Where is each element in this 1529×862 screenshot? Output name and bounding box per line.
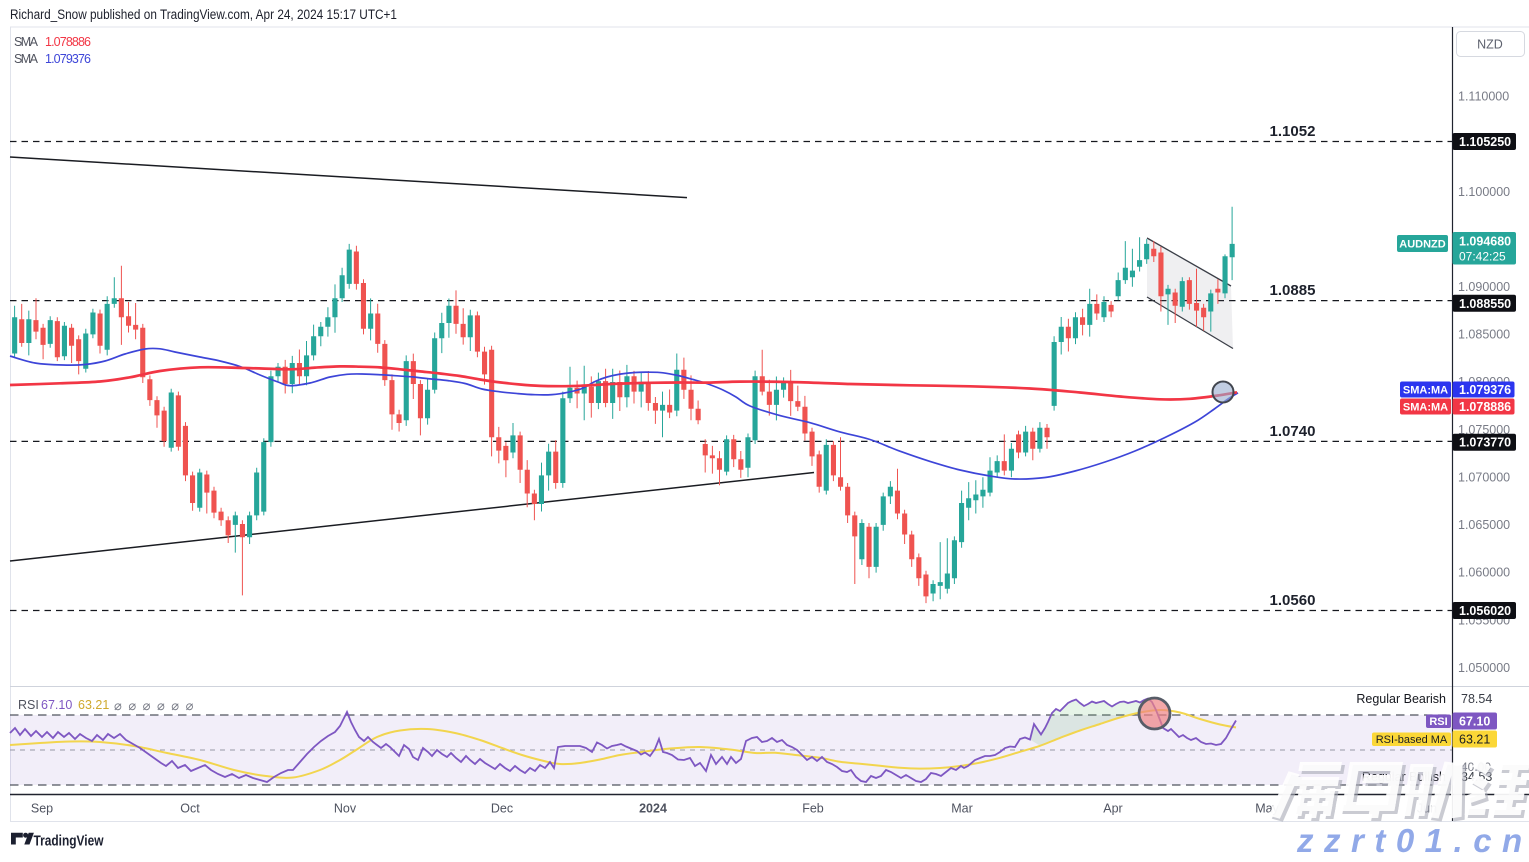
svg-text:1.050000: 1.050000 xyxy=(1458,661,1510,675)
svg-text:Dec: Dec xyxy=(491,802,513,816)
svg-text:SMA: SMA xyxy=(14,35,39,49)
svg-text:1.088550: 1.088550 xyxy=(1459,297,1511,311)
svg-text:1.100000: 1.100000 xyxy=(1458,185,1510,199)
svg-text:Sep: Sep xyxy=(31,802,53,816)
svg-text:NZD: NZD xyxy=(1477,38,1503,52)
svg-text:1.110000: 1.110000 xyxy=(1458,90,1509,104)
svg-text:1.0560: 1.0560 xyxy=(1270,592,1316,609)
svg-text:1.085000: 1.085000 xyxy=(1458,328,1510,342)
svg-text:1.078886: 1.078886 xyxy=(1459,400,1511,414)
svg-text:Feb: Feb xyxy=(802,802,824,816)
svg-text:SMA:MA: SMA:MA xyxy=(1403,402,1448,414)
svg-text:TradingView: TradingView xyxy=(34,833,104,850)
svg-text:1.090000: 1.090000 xyxy=(1458,280,1510,294)
svg-text:AUDNZD: AUDNZD xyxy=(1399,239,1445,251)
svg-text:1.0740: 1.0740 xyxy=(1270,423,1316,440)
svg-text:1.078886: 1.078886 xyxy=(45,35,91,49)
svg-text:Richard_Snow published on Trad: Richard_Snow published on TradingView.co… xyxy=(10,7,397,22)
svg-text:Nov: Nov xyxy=(334,802,357,816)
svg-text:1.1052: 1.1052 xyxy=(1270,123,1316,140)
svg-text:1.070000: 1.070000 xyxy=(1458,471,1510,485)
svg-text:SMA: SMA xyxy=(14,52,39,66)
svg-text:1.065000: 1.065000 xyxy=(1458,518,1510,532)
svg-text:RSI-based MA: RSI-based MA xyxy=(1376,734,1448,746)
svg-text:07:42:25: 07:42:25 xyxy=(1459,250,1506,264)
svg-text:1.079376: 1.079376 xyxy=(45,52,91,66)
svg-text:1.079376: 1.079376 xyxy=(1459,383,1511,397)
svg-text:78.54: 78.54 xyxy=(1461,692,1492,706)
svg-text:63.21: 63.21 xyxy=(78,698,109,712)
svg-text:1.073770: 1.073770 xyxy=(1459,436,1511,450)
svg-text:2024: 2024 xyxy=(639,802,667,816)
svg-text:1.0885: 1.0885 xyxy=(1270,282,1316,299)
svg-text:67.10: 67.10 xyxy=(41,698,72,712)
svg-text:⌀⌀⌀⌀⌀⌀: ⌀⌀⌀⌀⌀⌀ xyxy=(114,698,200,713)
svg-text:Mar: Mar xyxy=(951,802,973,816)
svg-text:RSI: RSI xyxy=(1429,716,1447,728)
svg-text:Apr: Apr xyxy=(1103,802,1122,816)
svg-text:zzrt01.cn: zzrt01.cn xyxy=(1296,822,1529,857)
svg-text:1.075000: 1.075000 xyxy=(1458,423,1510,437)
svg-text:Regular Bearish: Regular Bearish xyxy=(1356,692,1446,706)
svg-text:67.10: 67.10 xyxy=(1459,715,1490,729)
svg-text:1.056020: 1.056020 xyxy=(1459,604,1511,618)
svg-text:63.21: 63.21 xyxy=(1459,733,1490,747)
svg-text:RSI: RSI xyxy=(18,698,39,712)
svg-text:1.094680: 1.094680 xyxy=(1459,235,1511,249)
svg-text:1.105250: 1.105250 xyxy=(1459,135,1511,149)
svg-text:1.060000: 1.060000 xyxy=(1458,566,1510,580)
svg-text:Oct: Oct xyxy=(180,802,200,816)
svg-text:SMA:MA: SMA:MA xyxy=(1403,385,1448,397)
